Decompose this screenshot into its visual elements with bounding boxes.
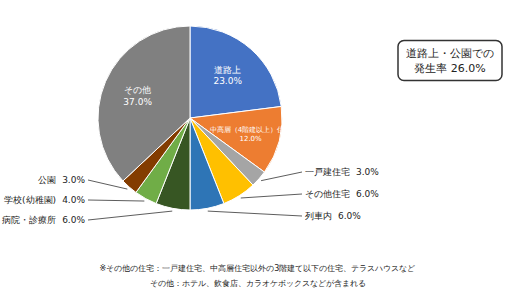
footnote: その他：ホテル、飲食店、カラオケボックスなどが含まれる xyxy=(150,279,366,288)
leader-line xyxy=(208,211,302,216)
annotation: 道路上・公園での発生率 26.0% xyxy=(398,41,502,81)
data-label: 6.0% xyxy=(356,189,379,199)
data-label: その他 xyxy=(124,85,151,95)
data-label: 中高層（4階建以上）住宅 xyxy=(210,126,291,134)
chart: 道路上23.0% 中高層（4階建以上）住宅12.0% その他 37.0% 一戸建住宅 3.… xyxy=(0,0,515,297)
leader-line xyxy=(88,211,172,220)
data-label: 公園 xyxy=(38,175,56,185)
data-label: 道路上 xyxy=(214,65,241,75)
data-label: 列車内 xyxy=(305,211,332,221)
data-label: 病院・診療所 xyxy=(2,215,56,225)
pie xyxy=(98,26,282,210)
data-label: 一戸建住宅 xyxy=(305,167,350,177)
leader-line xyxy=(88,180,127,189)
data-label: 学校(幼稚園) xyxy=(4,195,56,205)
data-label: 4.0% xyxy=(62,195,85,205)
data-label: 6.0% xyxy=(338,211,361,221)
labels: 道路上23.0% 中高層（4階建以上）住宅12.0% その他 37.0% 一戸建住宅 3.… xyxy=(2,65,379,225)
data-label: 3.0% xyxy=(62,175,85,185)
data-label: 6.0% xyxy=(62,215,85,225)
annotation-line: 発生率 26.0% xyxy=(414,62,485,75)
leader-line xyxy=(241,194,302,198)
data-label: 12.0% xyxy=(239,135,262,143)
data-label: その他住宅 xyxy=(305,189,350,199)
data-label: 23.0% xyxy=(213,76,242,86)
pie-slice xyxy=(190,26,281,118)
footnote: ※その他の住宅：一戸建住宅、中高層住宅以外の3階建て以下の住宅、テラスハウスなど xyxy=(100,264,416,273)
annotation-line: 道路上・公園での xyxy=(406,47,494,60)
leader-line xyxy=(261,172,302,181)
pie-slice xyxy=(98,26,190,181)
leader-line xyxy=(88,200,144,201)
data-label: 37.0% xyxy=(123,97,152,107)
data-label: 3.0% xyxy=(356,167,379,177)
annotation-box xyxy=(398,41,502,81)
annotation-text: 道路上・公園での発生率 26.0% xyxy=(406,47,494,75)
